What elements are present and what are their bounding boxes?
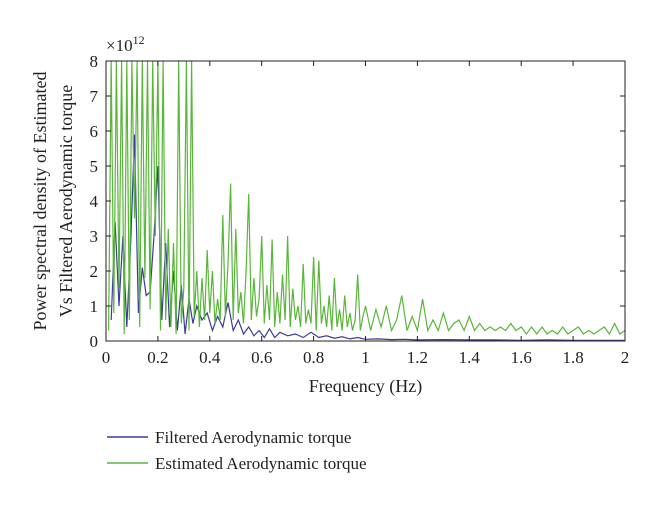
y-tick-label: 4: [90, 192, 99, 211]
y-multiplier: ×1012: [106, 33, 145, 55]
plot-lines: [108, 60, 626, 341]
y-tick-label: 2: [90, 262, 99, 281]
x-tick-label: 0: [102, 348, 111, 367]
y-exponent: 12: [133, 33, 145, 47]
y-tick-label: 0: [90, 332, 99, 351]
x-tick-label: 0.8: [303, 348, 324, 367]
y-tick-label: 8: [90, 52, 99, 71]
y-tick-label: 5: [90, 157, 99, 176]
plot-frame: [105, 60, 626, 342]
series-line-estimated: [108, 60, 626, 336]
y-tick-label: 7: [90, 87, 99, 106]
y-axis-ticks: 0 1 2 3 4 5 6 7 8: [90, 52, 625, 351]
y-tick-label: 1: [90, 297, 99, 316]
x-axis-ticks: 0 0.2 0.4 0.6 0.8 1 1.2 1.4 1.6 1.8 2: [102, 61, 630, 367]
x-tick-label: 0.4: [199, 348, 221, 367]
x-axis-label: Frequency (Hz): [309, 376, 422, 397]
x-tick-label: 1.2: [407, 348, 428, 367]
x-tick-label: 1.6: [511, 348, 532, 367]
x-tick-label: 1.4: [459, 348, 481, 367]
x-tick-label: 2: [621, 348, 630, 367]
x-tick-label: 1: [361, 348, 370, 367]
x-tick-label: 0.6: [251, 348, 272, 367]
legend-label-filtered: Filtered Aerodynamic torque: [155, 428, 351, 447]
x-tick-label: 0.2: [147, 348, 168, 367]
legend: Filtered Aerodynamic torque Estimated Ae…: [107, 428, 367, 473]
y-tick-label: 6: [90, 122, 99, 141]
legend-label-estimated: Estimated Aerodynamic torque: [155, 454, 367, 473]
x-tick-label: 1.8: [562, 348, 583, 367]
y-axis-label-line-1: Power spectral density of Estimated: [30, 72, 50, 331]
y-axis-label-line-2: Vs Filtered Aerodynamic torque: [56, 85, 76, 317]
y-tick-label: 3: [90, 227, 99, 246]
